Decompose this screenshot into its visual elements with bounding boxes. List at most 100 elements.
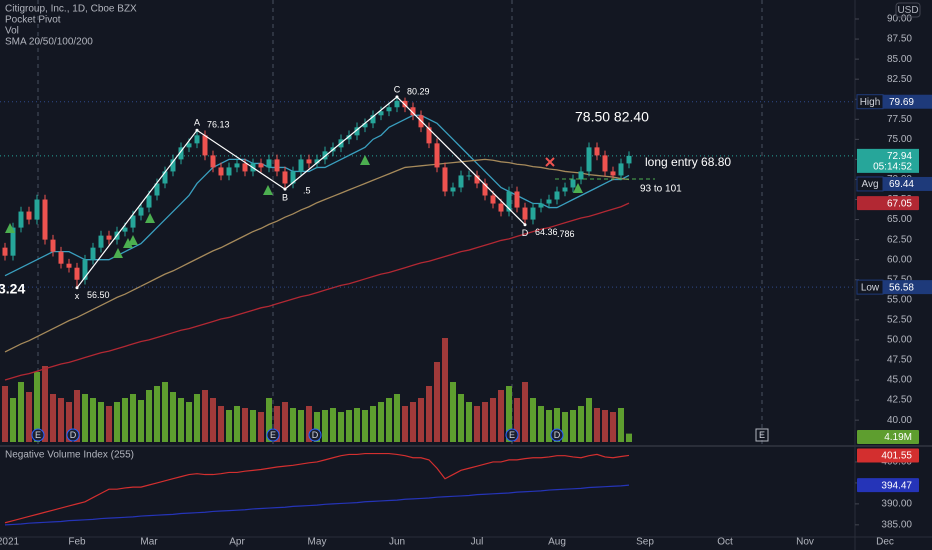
volume-bar xyxy=(50,394,56,442)
y-tick-label: 57.50 xyxy=(887,274,912,285)
nvi-y-tick-label: 385.00 xyxy=(881,519,912,530)
signal-x xyxy=(545,157,555,167)
volume-bar xyxy=(322,410,328,442)
volume-bar xyxy=(490,398,496,442)
last-price: 72.94 xyxy=(887,151,912,162)
candle-body xyxy=(538,203,544,208)
pattern-label: D xyxy=(522,228,529,238)
candle-body xyxy=(282,171,288,184)
level-value: 56.58 xyxy=(889,282,914,293)
x-tick-label: Jun xyxy=(389,537,405,548)
pattern-label: x xyxy=(75,291,80,301)
pattern-label: A xyxy=(194,118,200,128)
volume-bar xyxy=(618,408,624,442)
sma-line xyxy=(4,158,630,353)
candle-body xyxy=(186,143,192,148)
candle-body xyxy=(34,199,40,220)
volume-bar xyxy=(442,338,448,442)
volume-bar xyxy=(122,398,128,442)
volume-bar xyxy=(258,412,264,442)
y-tick-label: 47.50 xyxy=(887,355,912,366)
volume-bar xyxy=(242,408,248,442)
targets: 78.50 82.40 xyxy=(575,109,649,125)
y-tick-label: 60.00 xyxy=(887,254,912,265)
y-tick-label: 52.50 xyxy=(887,314,912,325)
candle-body xyxy=(506,191,512,212)
volume-bar xyxy=(610,412,616,442)
volume-bar xyxy=(138,400,144,442)
candle-body xyxy=(178,147,184,160)
volume-bar xyxy=(170,392,176,442)
level-value: 79.69 xyxy=(889,97,914,108)
candle-body xyxy=(202,135,208,156)
volume-bar xyxy=(338,412,344,442)
volume-bar xyxy=(58,398,64,442)
currency-box xyxy=(895,2,921,18)
volume-bar xyxy=(146,390,152,442)
volume-bar xyxy=(522,382,528,442)
pattern-value: 56.50 xyxy=(87,290,110,300)
candle-body xyxy=(170,159,176,172)
candle-body xyxy=(290,171,296,184)
volume-bar xyxy=(130,394,136,442)
volume-bar xyxy=(578,406,584,442)
candle-body xyxy=(66,263,72,268)
indicator-label: SMA 20/50/100/200 xyxy=(5,37,93,48)
candle-body xyxy=(386,107,392,112)
volume-bar xyxy=(410,402,416,442)
volume-bar xyxy=(290,408,296,442)
candle-body xyxy=(562,187,568,192)
event-label: D xyxy=(554,430,561,440)
pocket-pivot xyxy=(360,155,370,165)
pattern-value: 76.13 xyxy=(207,120,230,130)
volume-bar xyxy=(90,398,96,442)
candle-body xyxy=(378,111,384,116)
volume-bar xyxy=(514,398,520,442)
volume-bar xyxy=(466,402,472,442)
level-name: High xyxy=(860,97,881,108)
volume-bar xyxy=(226,410,232,442)
currency: USD xyxy=(897,5,918,16)
x-tick-label: Aug xyxy=(548,537,566,548)
volume-bar xyxy=(562,412,568,442)
y-tick-label: 65.00 xyxy=(887,214,912,225)
volume-bar xyxy=(370,406,376,442)
y-tick-label: 75.00 xyxy=(887,134,912,145)
level-name: Avg xyxy=(861,179,878,190)
y-tick-label: 77.50 xyxy=(887,114,912,125)
volume-bar xyxy=(482,402,488,442)
x-tick-label: Sep xyxy=(636,537,654,548)
volume-bar xyxy=(354,408,360,442)
volume-bar xyxy=(26,392,32,442)
candle-body xyxy=(594,147,600,156)
x-tick-label: Jul xyxy=(471,537,484,548)
volume-bar xyxy=(546,410,552,442)
candle-body xyxy=(466,175,472,177)
volume-bar xyxy=(586,398,592,442)
candle-body xyxy=(306,159,312,164)
volume-bar xyxy=(538,406,544,442)
candle-body xyxy=(546,199,552,204)
event-marker xyxy=(66,428,80,442)
event-label: E xyxy=(509,430,515,440)
candle-body xyxy=(130,215,136,228)
pocket-pivot xyxy=(573,183,583,193)
volume-bar xyxy=(474,406,480,442)
y-tick-label: 50.00 xyxy=(887,335,912,346)
pattern-point xyxy=(395,95,399,99)
event-box xyxy=(755,428,769,442)
volume-bar xyxy=(266,398,272,442)
candle-body xyxy=(90,247,96,260)
y-tick-label: 62.50 xyxy=(887,234,912,245)
candle-body xyxy=(482,183,488,196)
chart-title: Citigroup, Inc., 1D, Cboe BZX xyxy=(5,4,137,15)
volume-bar xyxy=(114,402,120,442)
candle-body xyxy=(394,100,400,108)
candle-body xyxy=(602,155,608,172)
volume-bar xyxy=(602,410,608,442)
level-name-bg xyxy=(856,94,884,110)
candle-body xyxy=(530,207,536,220)
